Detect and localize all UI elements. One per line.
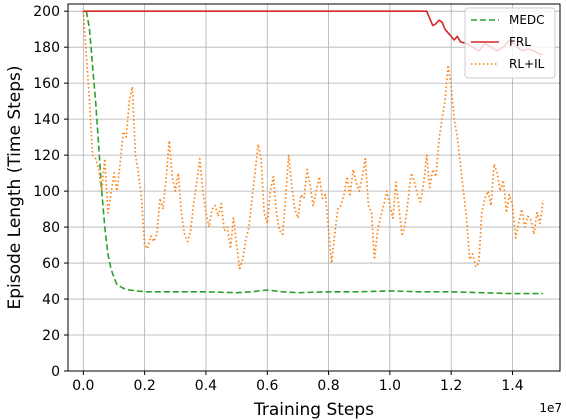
- legend-label: FRL: [509, 35, 531, 49]
- plot-frame: [67, 3, 561, 372]
- x-tick-label: 0.2: [134, 378, 156, 394]
- ticks-layer: 0.0 0.2 0.4 0.6 0.8 1.0 1.2 1.4 0 20 40 60 80 100 120 1…: [33, 4, 523, 394]
- x-tick-label: 0.4: [195, 378, 217, 394]
- legend: MEDC FRL RL+IL: [464, 7, 556, 79]
- x-tick-label: 1.2: [440, 378, 462, 394]
- y-tick-label: 0: [51, 364, 60, 380]
- y-tick-label: 200: [33, 4, 60, 20]
- y-tick-label: 120: [33, 148, 60, 164]
- y-tick-label: 80: [42, 220, 60, 236]
- grid-layer: [68, 4, 560, 372]
- y-tick-label: 60: [42, 256, 60, 272]
- y-tick-label: 180: [33, 40, 60, 56]
- x-tick-label: 0.6: [256, 378, 278, 394]
- x-axis-title: Training Steps: [253, 400, 374, 420]
- series-line-medc: [85, 11, 544, 295]
- y-tick-label: 40: [42, 292, 60, 308]
- y-tick-label: 160: [33, 76, 60, 92]
- x-tick-label: 0.8: [317, 378, 339, 394]
- y-tick-label: 20: [42, 328, 60, 344]
- series-line-rl-il: [82, 11, 544, 270]
- legend-frame: [464, 7, 556, 79]
- y-tick-label: 140: [33, 112, 60, 128]
- x-tick-label: 1.0: [379, 378, 401, 394]
- y-tick-label: 100: [33, 184, 60, 200]
- x-tick-label: 0.0: [72, 378, 94, 394]
- y-axis-title: Episode Length (Time Steps): [5, 65, 25, 309]
- x-axis-offset-label: 1e7: [539, 401, 562, 415]
- x-tick-label: 1.4: [501, 378, 523, 394]
- legend-label: MEDC: [509, 13, 545, 27]
- legend-label: RL+IL: [509, 57, 545, 71]
